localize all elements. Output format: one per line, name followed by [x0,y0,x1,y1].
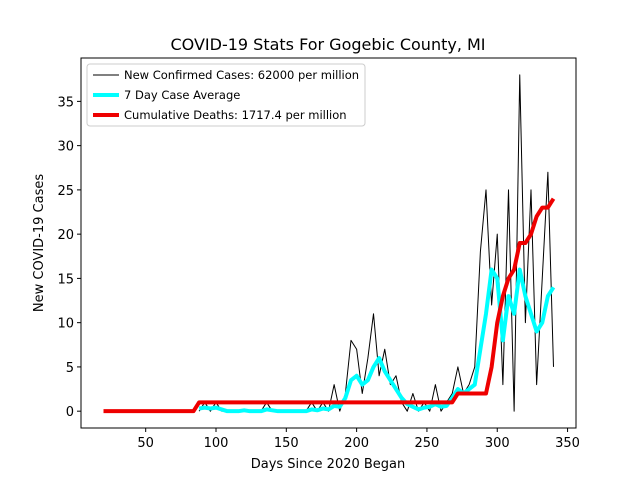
axes-frame [80,57,577,429]
y-tick-label: 25 [57,184,74,199]
data-line [198,267,556,414]
x-tick-label: 200 [344,436,369,451]
y-tick-label: 20 [57,228,74,243]
y-tick-label: 30 [57,140,74,155]
x-tick-label: 300 [485,436,510,451]
legend-label: New Confirmed Cases: 62000 per million [124,68,359,82]
x-tick-label: 250 [415,436,440,451]
legend: New Confirmed Cases: 62000 per million 7 … [86,63,366,127]
y-tick-label: 15 [57,272,74,287]
x-tick-label: 50 [137,436,154,451]
y-tick-label: 10 [57,317,74,332]
legend-box [86,63,366,127]
data-line [103,197,556,414]
y-tick-label: 5 [66,361,74,376]
x-tick-label: 350 [555,436,580,451]
legend-label: Cumulative Deaths: 1717.4 per million [124,108,347,122]
x-tick-label: 150 [274,436,299,451]
legend-label: 7 Day Case Average [124,88,240,102]
x-tick-label: 100 [204,436,229,451]
y-tick-label: 0 [66,405,74,420]
y-tick-label: 35 [57,95,74,110]
chart-title: COVID-19 Stats For Gogebic County, MI [170,35,485,54]
x-axis-label: Days Since 2020 Began [251,457,406,472]
plot-area [103,74,556,414]
y-axis-label: New COVID-19 Cases [32,174,47,312]
